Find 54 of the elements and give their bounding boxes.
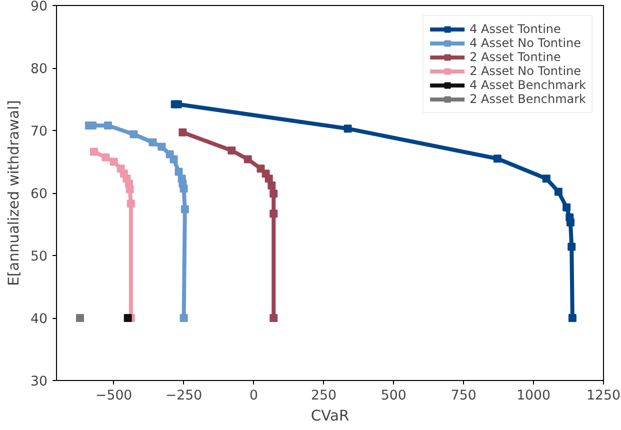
point [244,155,252,164]
point [148,138,157,146]
point [270,314,278,322]
point [270,190,278,198]
point [344,124,352,133]
y-tick-label: 70 [30,124,48,140]
point [130,130,138,138]
legend-label: 2 Asset Benchmark [470,92,586,106]
point [568,242,576,251]
y-axis-title: E[annualized withdrawal] [6,100,23,286]
point [170,155,178,164]
point [562,203,571,212]
point [126,185,134,194]
point [178,128,187,136]
x-tick-label: 1000 [516,388,551,404]
point [76,314,84,322]
x-tick-label: −500 [96,388,132,404]
x-axis-title: CVaR [310,408,350,424]
legend-label: 4 Asset Tontine [470,22,561,36]
point [174,100,182,108]
point [104,122,112,130]
point [542,174,550,183]
point [568,314,576,322]
legend-label: 2 Asset No Tontine [470,64,582,78]
x-tick-label: 0 [250,388,258,404]
x-tick-label: 750 [450,388,476,404]
point [90,148,98,156]
x-tick-label: 500 [380,388,406,404]
x-tick-label: 1250 [586,388,620,404]
point [110,158,118,166]
point [180,184,188,193]
point [158,142,166,151]
x-tick-label: 250 [310,388,336,404]
y-tick-label: 80 [30,62,48,77]
y-tick-label: 40 [30,312,48,327]
y-tick-label: 30 [30,374,48,390]
legend-label: 4 Asset Benchmark [470,78,586,92]
point [270,210,278,218]
point [493,154,502,163]
point [180,314,188,322]
y-tick-label: 60 [30,187,48,202]
x-tick-label: −250 [166,388,202,404]
y-tick-label: 50 [30,250,48,264]
point [268,182,276,190]
point [228,146,236,154]
point [554,188,562,196]
point [102,153,110,162]
legend-label: 4 Asset No Tontine [470,36,582,50]
point [180,205,189,214]
point [126,200,135,208]
y-tick-label: 90 [30,0,48,14]
point [264,174,273,183]
point [566,218,574,226]
legend-label: 2 Asset Tontine [470,50,561,64]
